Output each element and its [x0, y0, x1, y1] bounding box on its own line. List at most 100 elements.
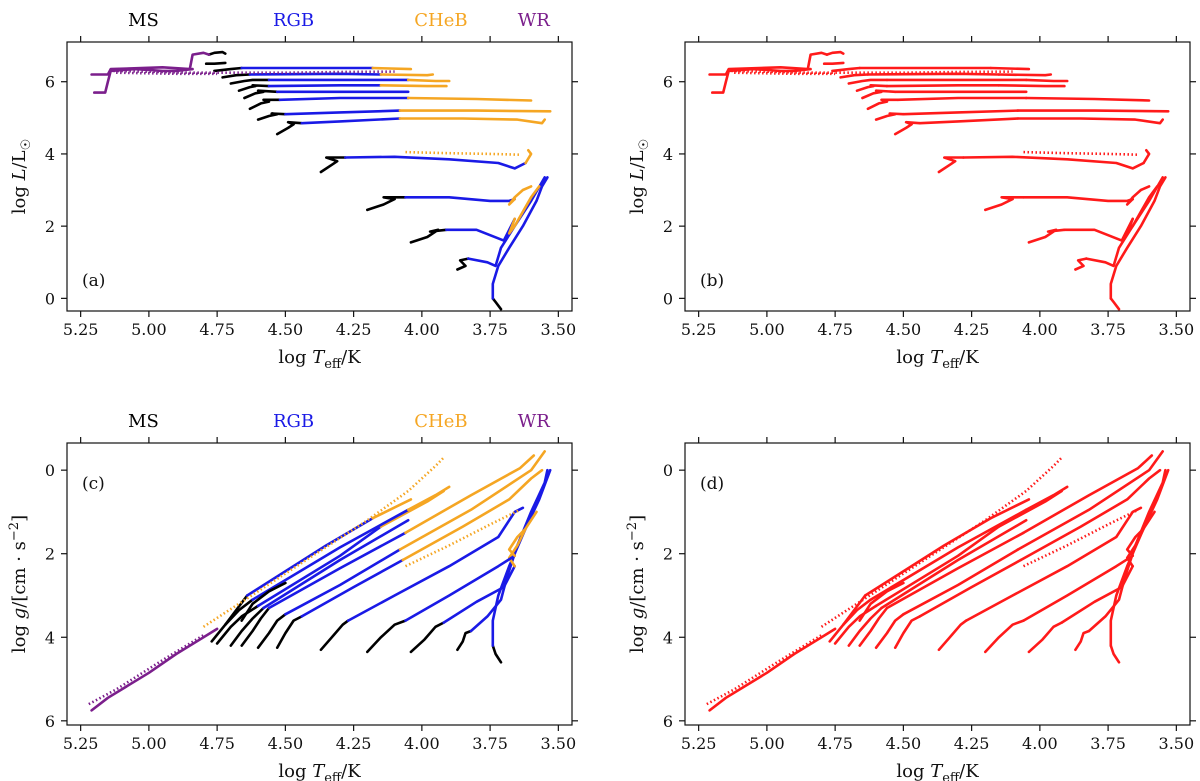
- track-wr-36: [706, 634, 823, 706]
- x-axis-label-c: log Teff/K: [278, 761, 361, 781]
- track-ms-30: [224, 594, 249, 626]
- track-wr-42: [116, 71, 218, 76]
- x-tick-label: 4.75: [199, 734, 235, 753]
- track-ms-16: [256, 613, 287, 649]
- track-rgb-11: [346, 506, 525, 622]
- legend-cheb: CHeB: [414, 411, 467, 432]
- track-ms-10: [937, 156, 965, 174]
- x-tick-label: 4.75: [817, 734, 853, 753]
- x-tick-label: 5.00: [131, 320, 167, 339]
- x-tick-label: 4.00: [1022, 320, 1058, 339]
- track-cheb-13: [405, 150, 521, 156]
- track-wr-40: [711, 67, 812, 94]
- y-axis-label-d: log g/[cm · s−2]: [625, 515, 648, 653]
- track-rgb-21: [278, 96, 410, 102]
- panel-a: 5.25 5.00 4.75 4.50 4.25 4.00 3.75 3.50 0 2 4 6 log …: [9, 10, 578, 372]
- x-tick-label: 3.50: [1159, 320, 1195, 339]
- track-rgb-3: [467, 176, 546, 268]
- track-cheb-29: [1024, 485, 1069, 512]
- track-rgb-32: [866, 72, 1001, 76]
- x-tick-label: 4.00: [404, 320, 440, 339]
- track-cheb-29: [406, 485, 451, 512]
- tracks-c: [88, 450, 552, 712]
- track-cheb-33: [997, 73, 1053, 77]
- track-ms-17: [256, 112, 287, 121]
- track-ms-0: [1109, 644, 1121, 664]
- track-rgb-11: [344, 155, 527, 170]
- x-tick-label: 4.25: [336, 734, 372, 753]
- track-rgb-25: [874, 525, 1001, 608]
- track-rgb-8: [404, 196, 516, 203]
- y-tick-label: 4: [663, 145, 673, 164]
- track-rgb-8: [1022, 554, 1134, 622]
- x-tick-label: 5.25: [681, 734, 717, 753]
- track-rgb-31: [245, 516, 374, 597]
- x-tick-label: 4.00: [404, 734, 440, 753]
- x-tick-label: 4.50: [268, 734, 304, 753]
- panel-d: 5.25 5.00 4.75 4.50 4.25 4.00 3.75 3.50 0 2 4 6 log …: [625, 437, 1196, 781]
- track-rgb-23: [262, 519, 410, 610]
- track-rgb-1: [491, 176, 549, 300]
- x-tick-label: 3.50: [541, 734, 577, 753]
- track-wr-36: [88, 634, 205, 706]
- panel-c: 5.25 5.00 4.75 4.50 4.25 4.00 3.75 3.50 0 2 4 6 log …: [7, 411, 578, 781]
- x-tick-label: 5.25: [63, 320, 99, 339]
- x-tick-label: 5.00: [749, 320, 785, 339]
- x-tick-label: 3.75: [472, 320, 508, 339]
- track-ms-2: [1074, 629, 1091, 652]
- track-cheb-21: [1022, 454, 1154, 535]
- x-tick-label: 4.50: [268, 320, 304, 339]
- track-cheb-6: [507, 185, 541, 235]
- y-tick-label: 6: [45, 712, 55, 731]
- track-ms-2: [456, 629, 473, 652]
- track-ms-13: [275, 615, 304, 649]
- track-cheb-15: [1019, 468, 1162, 562]
- legend-cheb: CHeB: [414, 10, 467, 31]
- track-rgb-3: [1085, 176, 1164, 268]
- track-ms-37: [204, 61, 227, 65]
- y-tick-label: 4: [663, 628, 673, 647]
- track-ms-4: [409, 621, 445, 654]
- track-ms-24: [215, 604, 260, 645]
- x-tick-label: 3.75: [1090, 320, 1126, 339]
- track-ms-20: [866, 98, 900, 111]
- legend-wr: WR: [518, 10, 551, 31]
- track-rgb-17: [902, 548, 1020, 616]
- y-tick-label: 2: [663, 545, 673, 564]
- track-cheb-9: [1125, 527, 1145, 558]
- y-tick-label: 2: [45, 217, 55, 236]
- x-axis-label-b: log Teff/K: [896, 347, 979, 372]
- track-rgb-8: [1022, 196, 1134, 203]
- legend-ms: MS: [128, 10, 159, 31]
- track-cheb-36: [989, 66, 1031, 71]
- track-cheb-9: [507, 527, 527, 558]
- track-wr-40: [93, 67, 194, 94]
- track-rgb-32: [248, 72, 383, 76]
- y-tick-label: 6: [663, 73, 673, 92]
- track-cheb-12: [404, 508, 521, 568]
- track-rgb-5: [442, 564, 516, 624]
- track-wr-41: [113, 69, 395, 74]
- x-tick-label: 4.50: [886, 320, 922, 339]
- track-ms-4: [409, 228, 448, 244]
- track-cheb-30: [406, 78, 451, 83]
- axes-frame-a: [66, 41, 573, 312]
- x-tick-label: 4.25: [954, 320, 990, 339]
- track-cheb-19: [1016, 109, 1170, 113]
- track-ms-22: [847, 606, 883, 647]
- track-rgb-18: [284, 109, 402, 116]
- track-rgb-17: [284, 548, 402, 616]
- track-ms-31: [221, 73, 252, 79]
- track-ms-23: [243, 89, 279, 100]
- track-cheb-34: [820, 456, 1063, 628]
- track-ms-38: [207, 50, 227, 56]
- track-rgb-23: [880, 519, 1028, 610]
- x-tick-label: 4.25: [954, 734, 990, 753]
- track-ms-33: [240, 581, 287, 622]
- track-cheb-12: [1142, 149, 1151, 165]
- panel-label-b: (b): [700, 271, 724, 291]
- track-ms-31: [839, 73, 870, 79]
- x-tick-label: 5.25: [63, 734, 99, 753]
- track-rgb-20: [267, 531, 407, 610]
- track-rgb-1: [1109, 468, 1170, 647]
